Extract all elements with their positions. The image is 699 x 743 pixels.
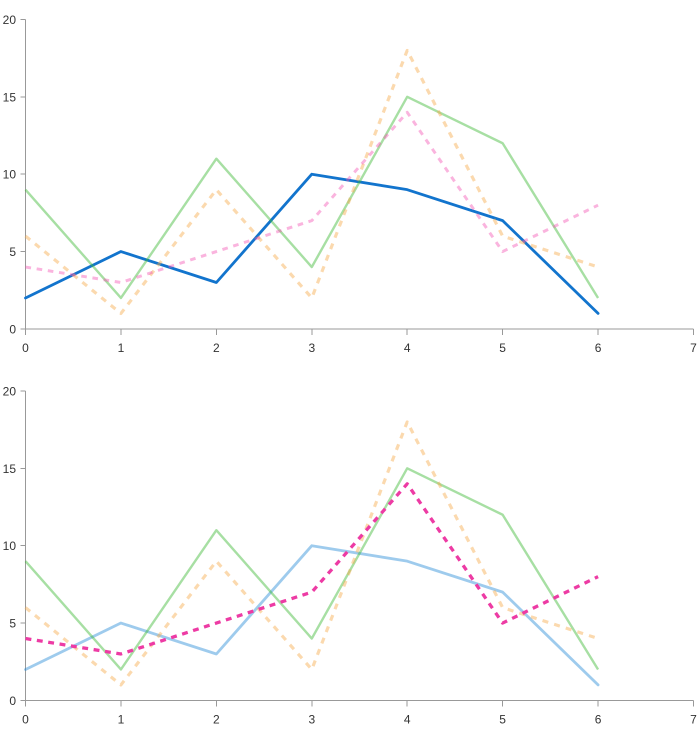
svg-text:4: 4 bbox=[404, 713, 411, 727]
svg-text:5: 5 bbox=[9, 245, 16, 259]
svg-text:20: 20 bbox=[3, 13, 17, 27]
svg-text:10: 10 bbox=[3, 539, 17, 553]
svg-text:2: 2 bbox=[213, 713, 220, 727]
svg-text:5: 5 bbox=[499, 713, 506, 727]
svg-text:1: 1 bbox=[118, 341, 125, 355]
svg-text:20: 20 bbox=[3, 385, 17, 399]
svg-text:4: 4 bbox=[404, 341, 411, 355]
svg-text:15: 15 bbox=[3, 90, 17, 104]
svg-text:15: 15 bbox=[3, 462, 17, 476]
svg-text:7: 7 bbox=[690, 341, 697, 355]
svg-text:1: 1 bbox=[118, 713, 125, 727]
svg-text:6: 6 bbox=[595, 713, 602, 727]
svg-text:0: 0 bbox=[22, 713, 29, 727]
svg-text:5: 5 bbox=[9, 617, 16, 631]
svg-text:5: 5 bbox=[499, 341, 506, 355]
svg-text:3: 3 bbox=[308, 713, 315, 727]
svg-text:2: 2 bbox=[213, 341, 220, 355]
svg-text:0: 0 bbox=[9, 322, 16, 336]
svg-text:0: 0 bbox=[22, 341, 29, 355]
svg-text:10: 10 bbox=[3, 168, 17, 182]
svg-text:6: 6 bbox=[595, 341, 602, 355]
svg-text:7: 7 bbox=[690, 713, 697, 727]
svg-text:3: 3 bbox=[308, 341, 315, 355]
svg-text:0: 0 bbox=[9, 694, 16, 708]
